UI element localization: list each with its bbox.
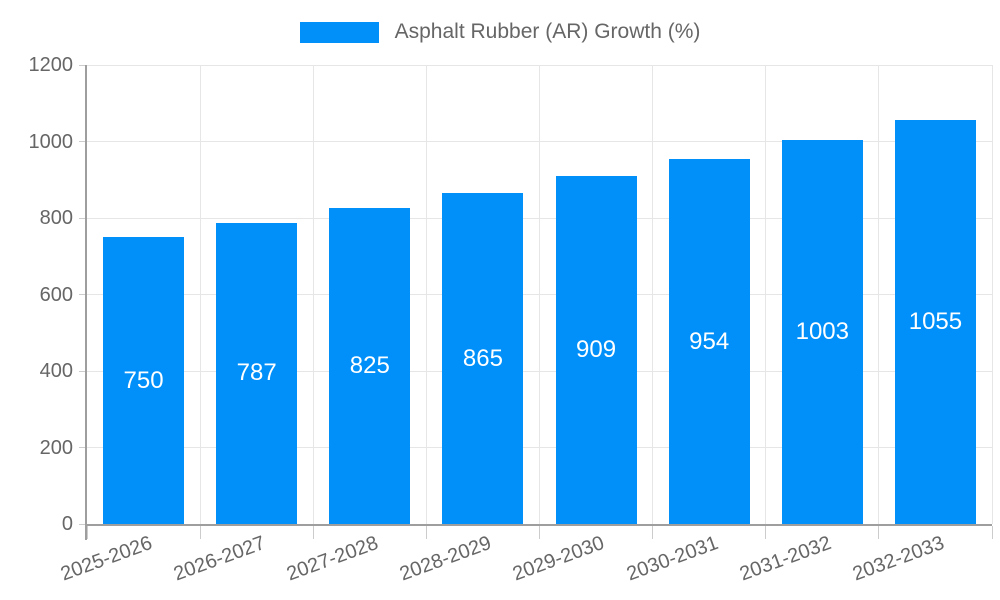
v-gridline	[765, 65, 767, 524]
x-tick-label: 2030-2031	[623, 532, 721, 586]
bar	[781, 140, 863, 524]
bar	[894, 120, 976, 524]
y-axis-line	[85, 65, 87, 540]
y-axis-tick	[79, 523, 87, 525]
bar-value-label: 1003	[795, 318, 849, 346]
x-tick-label: 2029-2030	[510, 532, 608, 586]
y-axis-tick	[79, 217, 87, 219]
v-gridline	[312, 65, 314, 524]
bar	[668, 159, 750, 524]
x-axis-tick	[312, 526, 314, 539]
x-axis-tick	[86, 526, 88, 539]
bar	[103, 237, 185, 524]
y-tick-label: 600	[39, 283, 73, 306]
legend: Asphalt Rubber (AR) Growth (%)	[0, 21, 1000, 43]
y-tick-label: 400	[39, 360, 73, 382]
bar-value-label: 750	[123, 366, 164, 394]
x-tick-label: 2028-2029	[397, 532, 495, 586]
bar	[216, 222, 298, 524]
bar-value-label: 954	[689, 327, 730, 355]
y-axis-tick	[79, 370, 87, 372]
x-tick-label: 2031-2032	[736, 532, 834, 586]
y-tick-label: 800	[39, 207, 73, 229]
bar-value-label: 825	[349, 352, 390, 380]
x-tick-label: 2025-2026	[57, 532, 156, 586]
v-gridline	[652, 65, 654, 524]
y-axis-tick	[79, 447, 87, 448]
y-tick-label: 1000	[28, 130, 74, 153]
x-axis-tick	[991, 526, 993, 539]
bar-value-label: 865	[462, 344, 503, 372]
bar-value-label: 1055	[908, 308, 963, 336]
x-tick-label: 2026-2027	[170, 532, 269, 586]
bar	[442, 193, 524, 524]
legend-item[interactable]: Asphalt Rubber (AR) Growth (%)	[299, 20, 701, 43]
y-tick-label: 0	[61, 513, 73, 535]
x-axis-tick	[539, 526, 540, 539]
x-axis-tick	[425, 526, 427, 539]
bar	[329, 208, 411, 524]
x-axis-tick	[199, 526, 201, 539]
y-axis-tick	[79, 294, 87, 295]
y-tick-label: 200	[39, 436, 73, 459]
v-gridline	[425, 65, 427, 524]
x-axis-line	[87, 524, 992, 526]
v-gridline	[539, 65, 540, 524]
v-gridline	[991, 65, 993, 524]
bar-value-label: 909	[576, 336, 617, 364]
bar	[555, 176, 637, 524]
x-axis-tick	[878, 526, 880, 539]
x-axis-tick	[765, 526, 767, 539]
x-tick-label: 2032-2033	[849, 532, 947, 586]
v-gridline	[878, 65, 880, 524]
y-tick-label: 1200	[28, 54, 74, 76]
bar-value-label: 787	[236, 359, 277, 387]
x-axis-tick	[652, 526, 654, 539]
v-gridline	[199, 65, 201, 524]
x-tick-label: 2027-2028	[283, 532, 382, 586]
y-axis-tick	[79, 141, 87, 142]
y-axis-tick	[79, 64, 87, 66]
legend-swatch-icon	[299, 21, 379, 43]
legend-label: Asphalt Rubber (AR) Growth (%)	[394, 20, 701, 43]
